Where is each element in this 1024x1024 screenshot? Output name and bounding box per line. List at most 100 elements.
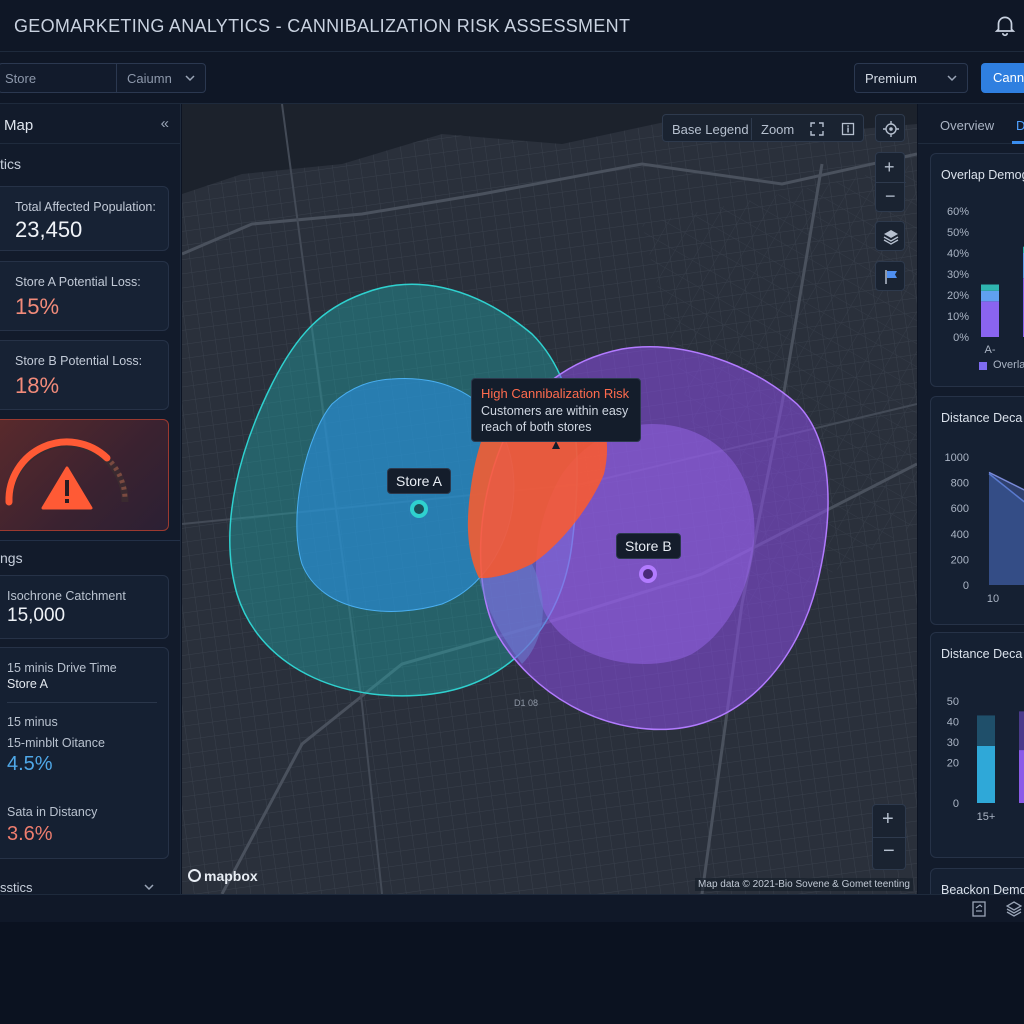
divider [873,837,907,838]
divider [751,118,752,140]
active-tab-indicator [1012,141,1024,144]
store-a-pin[interactable] [410,500,428,518]
map-view[interactable]: D1 08 Base Legend Zoom + − High Cannibal… [182,104,917,894]
cannibalization-button[interactable]: Cann [981,63,1024,93]
overlap-zone[interactable] [467,400,608,664]
map-toolbar: Base Legend Zoom [662,114,864,142]
zoom-out-icon[interactable]: − [885,186,896,206]
metric-value: 15% [15,294,60,319]
distance-decay-chart-1: 1000 800 600 400 200 0 10 [945,452,1024,605]
plan-select-label: Premium [865,70,918,86]
store-b-pin[interactable] [639,565,657,583]
store-a-label[interactable]: Store A [387,468,451,494]
distancy-label: Sata in Distancy [7,805,98,819]
collapse-panel-icon[interactable]: « [160,115,169,132]
y-tick-label: 40 [947,717,959,729]
y-tick-label: 600 [951,503,969,515]
y-tick-label: 10% [947,311,969,323]
tab-detail[interactable]: D [1016,118,1024,133]
catchment-value: 15,000 [7,605,66,626]
x-tick-label: 10 [987,593,999,605]
bar-segment [981,284,999,291]
x-tick-label: 15+ [977,811,996,823]
crosshair-icon [883,121,899,137]
locate-button[interactable] [875,114,905,142]
metric-label: Total Affected Population: [15,200,156,214]
tooltip-title: High Cannibalization Risk [481,386,630,401]
line-series [988,471,1024,491]
metric-value: 23,450 [15,217,83,242]
column-select[interactable]: Caiumn [117,64,205,92]
risk-gauge [5,438,129,510]
mapbox-text: mapbox [204,868,258,884]
chevron-down-icon [947,74,957,81]
search-input[interactable] [0,64,117,92]
metric-card-store-b-loss: Store B Potential Loss: 18% [0,340,169,410]
status-bar [0,894,1024,922]
flag-icon [885,270,897,284]
tab-overview[interactable]: Overview [940,118,995,133]
y-tick-label: 0% [953,332,969,344]
map-street-label: D1 08 [514,698,538,708]
layers-icon[interactable] [1006,901,1022,917]
risk-gauge-card [0,419,169,531]
drive-time-minutes: 15 minus [7,715,58,729]
distance-label: 15-minblt Oitance [7,736,105,750]
drive-time-label: 15 minis Drive Time [7,661,117,675]
toolbar: Caiumn Premium Cann [0,52,1024,104]
right-panel-tabs: Overview D [918,104,1024,144]
fullscreen-icon[interactable] [810,122,824,136]
drive-time-card: 15 minis Drive Time Store A 15 minus 15-… [0,647,169,859]
zoom-button[interactable]: Zoom [761,122,795,137]
store-b-label[interactable]: Store B [616,533,681,559]
left-panel-header: Map « [0,104,180,144]
zoom-in-icon[interactable]: + [882,808,894,830]
y-tick-label: 400 [951,529,969,541]
card-title: Beackon Demo [941,883,1024,894]
zoom-out-icon[interactable]: − [883,840,895,862]
y-tick-label: 200 [951,554,969,566]
card-title: Distance Deca [941,647,1023,661]
mapbox-icon [188,869,201,882]
y-tick-label: 30 [947,737,959,749]
background-area [0,922,1024,1024]
distancy-value: 3.6% [7,823,53,845]
metric-label: Store B Potential Loss: [15,354,143,368]
zoom-control-bottom: + − [872,804,907,870]
legend-swatch [979,362,987,370]
plan-select[interactable]: Premium [854,63,968,93]
legend-label: Overla [993,359,1024,371]
bar-segment [981,301,999,337]
drive-time-store: Store A [7,677,48,691]
chevron-down-icon [185,74,195,81]
catchment-label: Isochrone Catchment [7,589,126,603]
bell-icon[interactable] [992,12,1018,38]
base-legend-button[interactable]: Base Legend [672,122,749,137]
layers-button[interactable] [875,221,905,251]
y-tick-label: 1000 [945,452,969,464]
bar-segment [981,290,999,302]
risk-tooltip: High Cannibalization Risk Customers are … [471,378,641,442]
document-icon[interactable] [972,901,986,917]
map-canvas: D1 08 [182,104,917,894]
bar-segment [977,745,995,803]
catchment-card[interactable]: Isochrone Catchment 15,000 [0,575,169,639]
metric-card-store-a-loss: Store A Potential Loss: 15% [0,261,169,331]
zoom-in-icon[interactable]: + [884,157,895,177]
statistics-section-header[interactable]: sstics [0,872,180,894]
y-tick-label: 0 [953,798,959,810]
overlap-demographics-card: Overlap Demog 60%50%40%30%20%10%0%A-B Ov… [930,153,1024,387]
map-attribution[interactable]: Map data © 2021-Bio Sovene & Gomet teent… [695,878,913,891]
y-tick-label: 0 [963,580,969,592]
mapbox-logo[interactable]: mapbox [188,868,258,884]
y-tick-label: 20 [947,757,959,769]
y-tick-label: 30% [947,269,969,281]
tooltip-body: Customers are within easy reach of both … [481,404,629,434]
metrics-section-label: tics [0,156,21,172]
card-title: Overlap Demog [941,168,1024,182]
info-icon[interactable] [841,122,855,136]
flag-button[interactable] [875,261,905,291]
line-series [988,473,1024,503]
right-panel: Overview D Overlap Demog 60% 50% 40% 30% 20%… [918,104,1024,894]
